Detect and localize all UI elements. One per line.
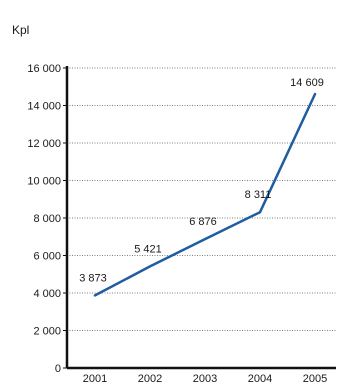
- grid-lines: [67, 67, 336, 331]
- data-label: 5 421: [134, 243, 162, 255]
- x-tick-label: 2005: [303, 373, 327, 383]
- data-label: 8 311: [245, 189, 272, 201]
- data-series: [93, 92, 317, 297]
- x-axis-ticks: 2001 2002 2003 2004 2005: [83, 373, 327, 383]
- y-tick-label: 0: [55, 363, 61, 375]
- y-tick-label: 4 000: [33, 288, 61, 300]
- data-label: 14 609: [290, 77, 324, 89]
- x-tick-label: 2002: [138, 373, 162, 383]
- data-label: 3 873: [79, 272, 107, 284]
- axes: [65, 66, 336, 370]
- series-line: [93, 92, 317, 297]
- y-tick-label: 8 000: [33, 213, 61, 225]
- data-label: 6 876: [189, 216, 217, 228]
- x-tick-label: 2004: [248, 373, 272, 383]
- y-tick-label: 12 000: [27, 138, 61, 150]
- y-tick-label: 2 000: [33, 326, 61, 338]
- x-tick-label: 2001: [83, 373, 107, 383]
- y-tick-label: 16 000: [27, 63, 61, 75]
- x-tick-label: 2003: [193, 373, 217, 383]
- y-axis-ticks: 0 2 000 4 000 6 000 8 000 10 000 12 000 14 000 1…: [27, 63, 67, 375]
- y-tick-label: 14 000: [27, 101, 61, 113]
- y-tick-label: 10 000: [27, 176, 61, 188]
- data-labels: 3 873 5 421 6 876 8 311 14 609: [79, 77, 324, 284]
- y-unit-label: Kpl: [12, 23, 29, 37]
- y-tick-label: 6 000: [33, 251, 61, 263]
